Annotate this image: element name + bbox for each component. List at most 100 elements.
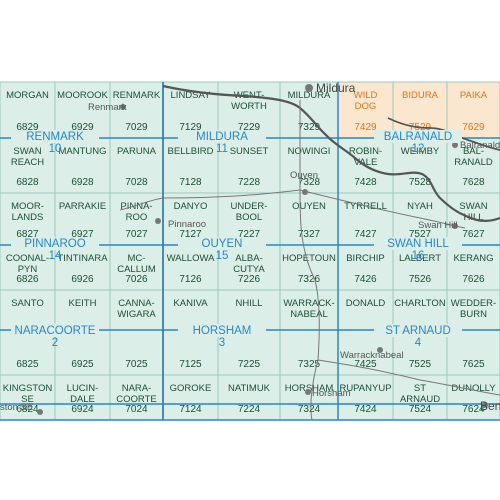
sheet-name: KEITH xyxy=(69,298,97,309)
map-sheet[interactable]: PINNA-ROO 7027 xyxy=(109,192,164,246)
map-sheet[interactable]: PARUNA 7028 xyxy=(109,137,164,194)
sheet-name: WALLOWA xyxy=(167,253,216,264)
map-sheet[interactable]: CANNA-WIGARA 7025 xyxy=(109,289,164,376)
map-sheet[interactable]: RENMARK 7029 xyxy=(109,81,164,139)
map-sheet[interactable]: DUNOLLY 7624 xyxy=(446,374,500,421)
map-sheet[interactable]: HORSHAM 7324 xyxy=(279,374,339,421)
map-sheet[interactable]: HOPETOUN 7326 xyxy=(279,244,339,291)
town-label: ston SE xyxy=(0,402,33,413)
map-sheet[interactable]: GOROKE 7124 xyxy=(162,374,219,421)
sheet-number: 6924 xyxy=(71,404,94,415)
map-sheet[interactable]: MANTUNG 6928 xyxy=(54,137,111,194)
sheet-number: 6828 xyxy=(16,177,39,188)
sheet-number: 7628 xyxy=(462,177,485,188)
sheet-number: 6925 xyxy=(71,359,94,370)
region-name: PINNAROO xyxy=(24,238,85,250)
region-number: 16 xyxy=(412,250,425,262)
sheet-name: LINDSAY xyxy=(171,90,212,101)
map-sheet[interactable]: DANYO 7127 xyxy=(162,192,219,246)
map-sheet[interactable]: MOOR-LANDS 6827 xyxy=(0,192,56,246)
sheet-number: 6927 xyxy=(71,229,94,240)
sheet-number: 7328 xyxy=(298,177,321,188)
sheet-number: 7627 xyxy=(462,229,485,240)
town-dot-balranald xyxy=(452,142,458,148)
sheet-cell xyxy=(109,137,164,194)
map-sheet[interactable]: WALLOWA 7126 xyxy=(162,244,219,291)
sheet-name: WILD xyxy=(354,90,378,101)
map-sheet[interactable]: BELLBIRD 7128 xyxy=(162,137,219,194)
map-sheet[interactable]: PAIKA 7629 xyxy=(446,81,500,139)
sheet-name: ROBIN- xyxy=(349,146,382,157)
region-name: RENMARK xyxy=(26,131,84,143)
sheet-number: 7025 xyxy=(125,359,148,370)
sheet-name: WARRACK- xyxy=(283,298,334,309)
region-label-bg xyxy=(178,237,266,250)
sheet-name: KANIVA xyxy=(173,298,208,309)
sheet-name: MOOROOK xyxy=(57,90,108,101)
sheet-name: NATIMUK xyxy=(228,383,271,394)
sheet-number: 7528 xyxy=(409,177,432,188)
sheet-name: MORGAN xyxy=(6,90,49,101)
map-sheet[interactable]: UNDER-BOOL 7227 xyxy=(217,192,281,246)
sheet-cell xyxy=(109,374,164,421)
map-sheet[interactable]: NATIMUK 7224 xyxy=(217,374,281,421)
sheet-cell xyxy=(446,81,500,139)
sheet-name: KERANG xyxy=(453,253,493,264)
sheet-name: BIRCHIP xyxy=(346,253,385,264)
sheet-name: SE xyxy=(21,394,34,405)
map-sheet[interactable]: TINTINARA 6926 xyxy=(54,244,111,291)
sheet-name: ST xyxy=(414,383,426,394)
sheet-name: SWAN xyxy=(13,146,41,157)
sheet-name: NHILL xyxy=(236,298,263,309)
sheet-name: NOWINGI xyxy=(288,146,331,157)
region-number: 4 xyxy=(415,337,422,349)
sheet-name: ROO xyxy=(126,212,148,223)
map-sheet[interactable]: SUNSET 7228 xyxy=(217,137,281,194)
town-dot-pinnaroo xyxy=(155,218,161,224)
map-sheet[interactable]: OUYEN 7327 xyxy=(279,192,339,246)
sheet-number: 7126 xyxy=(179,274,202,285)
map-sheet[interactable]: RUPANYUP 7424 xyxy=(337,374,394,421)
map-sheet[interactable]: NOWINGI 7328 xyxy=(279,137,339,194)
sheet-number: 7128 xyxy=(179,177,202,188)
map-sheet[interactable]: PARRAKIE 6927 xyxy=(54,192,111,246)
sheet-name: LUCIN- xyxy=(67,383,99,394)
town-dot-warracknabeal xyxy=(377,347,383,353)
town-label: Horsham xyxy=(312,388,351,399)
sheet-name: MOOR- xyxy=(11,201,44,212)
town-labels: Mildura Renmark Balranald Ouyen Swan Hill Pin… xyxy=(0,81,500,413)
sheet-cell xyxy=(109,81,164,139)
sheet-name: CUTYA xyxy=(233,264,265,275)
region-name: NARACOORTE xyxy=(15,325,96,337)
sheet-name: RUPANYUP xyxy=(339,383,391,394)
sheet-name: SUNSET xyxy=(230,146,269,157)
map-sheet[interactable]: KERANG 7626 xyxy=(446,244,500,291)
region-number: 15 xyxy=(216,250,229,262)
sheet-number: 7426 xyxy=(354,274,377,285)
sheet-cell xyxy=(0,137,56,194)
town-dot-mildura xyxy=(305,84,313,92)
sheet-cell xyxy=(54,374,111,421)
region-number: 14 xyxy=(49,250,62,262)
map-sheet[interactable]: MORGAN 6829 xyxy=(0,81,56,139)
map-sheet[interactable]: LALBERT 7526 xyxy=(392,244,448,291)
region-name: BALRANALD xyxy=(384,131,452,143)
sheet-number: 6929 xyxy=(71,122,94,133)
town-dot-ouyen xyxy=(302,189,308,195)
sheet-name: LALBERT xyxy=(399,253,441,264)
map-sheet[interactable]: BIRCHIP 7426 xyxy=(337,244,394,291)
